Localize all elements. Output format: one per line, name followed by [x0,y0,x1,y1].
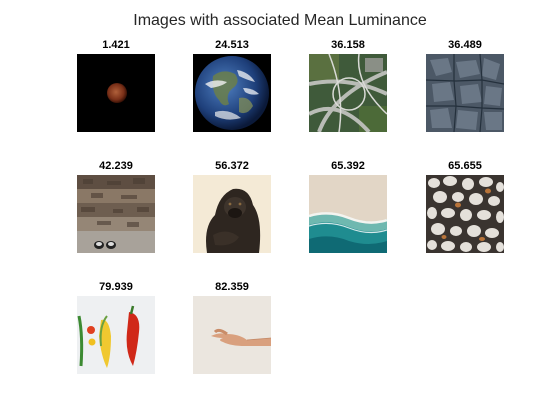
image-label: 36.489 [448,39,482,51]
earth-globe-image [193,54,271,132]
beach-shoreline-image [309,175,387,253]
image-tile: 1.421 [77,38,155,132]
image-label: 79.939 [99,281,133,293]
image-tile: 82.359 [193,280,271,374]
image-label: 82.359 [215,281,249,293]
image-tile: 36.489 [426,38,504,132]
image-tile: 24.513 [193,38,271,132]
image-tile: 56.372 [193,159,271,253]
image-tile: 65.392 [309,159,387,253]
cracked-ground-image [426,54,504,132]
image-label: 42.239 [99,160,133,172]
image-label: 65.655 [448,160,482,172]
gorilla-image [193,175,271,253]
vegetables-image [77,296,155,374]
image-label: 56.372 [215,160,249,172]
image-tile: 79.939 [77,280,155,374]
outstretched-hand-image [193,296,271,374]
image-tile: 42.239 [77,159,155,253]
image-label: 36.158 [331,39,365,51]
image-tile: 65.655 [426,159,504,253]
image-label: 65.392 [331,160,365,172]
stone-steps-image [77,175,155,253]
eclipsed-moon-image [77,54,155,132]
pebbles-image [426,175,504,253]
image-label: 24.513 [215,39,249,51]
image-tile: 36.158 [309,38,387,132]
highway-interchange-image [309,54,387,132]
figure-title: Images with associated Mean Luminance [133,12,427,29]
image-label: 1.421 [102,39,130,51]
